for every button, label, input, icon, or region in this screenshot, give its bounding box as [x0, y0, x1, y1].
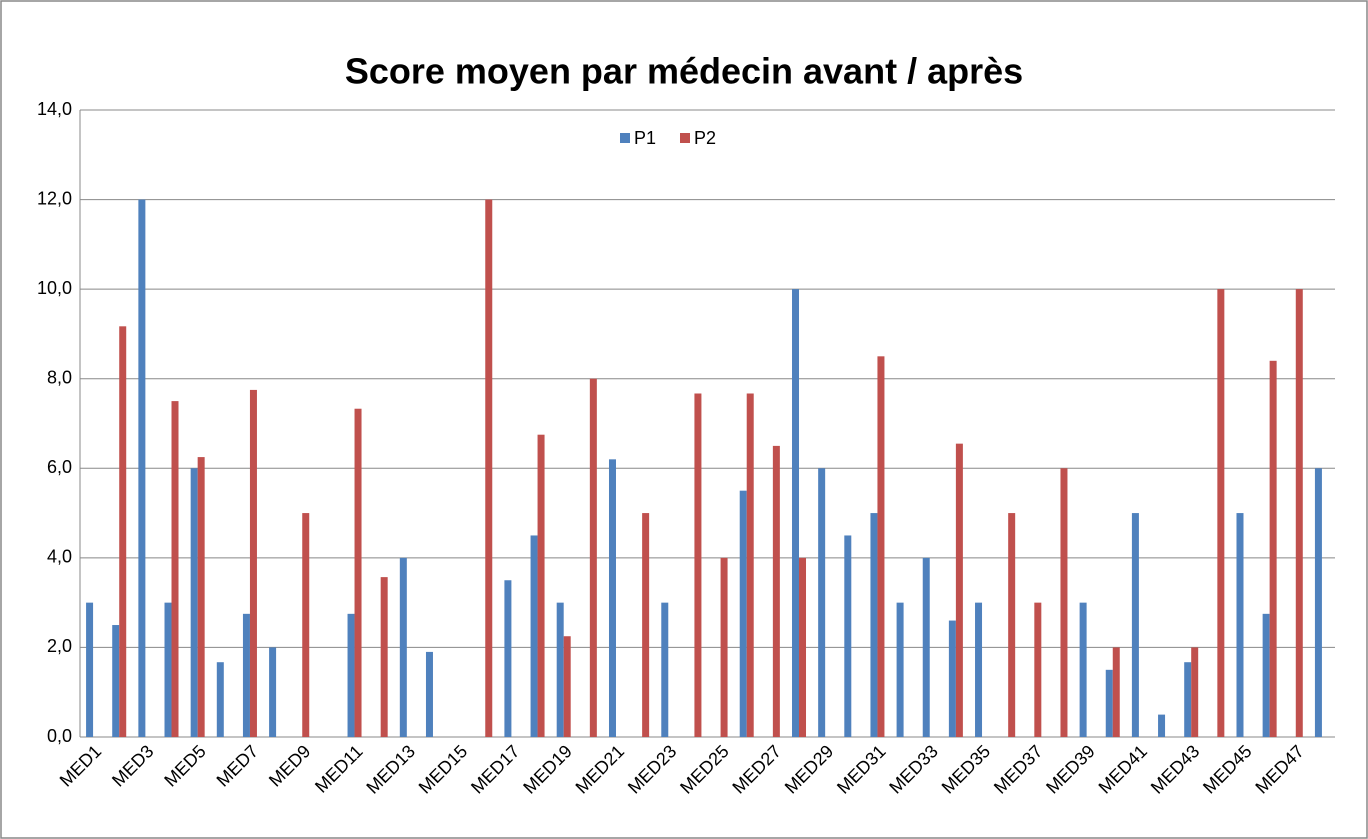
bar: [1191, 647, 1199, 737]
legend-label: P1: [634, 128, 656, 148]
y-tick-label: 12,0: [37, 188, 72, 208]
bar: [1079, 602, 1087, 737]
bar: [556, 602, 564, 737]
bar: [302, 513, 310, 737]
y-tick-label: 4,0: [47, 547, 72, 567]
bar: [112, 625, 120, 737]
bar: [530, 535, 538, 737]
bar: [504, 580, 512, 737]
bar: [1105, 669, 1113, 737]
bar: [608, 459, 616, 737]
bar: [1295, 289, 1303, 737]
bar: [1217, 289, 1225, 737]
bar: [877, 356, 885, 737]
y-tick-label: 0,0: [47, 726, 72, 746]
bar: [138, 199, 146, 738]
bar: [164, 602, 172, 737]
bar: [844, 535, 852, 737]
bar: [563, 636, 571, 737]
bar: [354, 408, 362, 737]
y-tick-label: 10,0: [37, 278, 72, 298]
bar: [380, 577, 388, 737]
legend-label: P2: [694, 128, 716, 148]
bar: [896, 602, 904, 737]
bar: [589, 378, 597, 737]
bar: [1008, 513, 1016, 737]
bar: [1262, 613, 1270, 737]
bar: [720, 557, 728, 737]
bar: [399, 557, 407, 737]
bar: [1112, 647, 1120, 737]
bar: [197, 457, 205, 737]
bar: [799, 557, 807, 737]
bar: [347, 613, 355, 737]
y-tick-label: 6,0: [47, 457, 72, 477]
bar: [642, 513, 650, 737]
bar: [1034, 602, 1042, 737]
bar: [171, 401, 179, 737]
bar: [86, 602, 94, 737]
bar: [870, 513, 878, 737]
bar: [1158, 714, 1166, 737]
legend-swatch: [680, 133, 690, 143]
y-tick-label: 8,0: [47, 367, 72, 387]
bar: [922, 557, 930, 737]
bar: [269, 647, 277, 737]
bar: [661, 602, 669, 737]
bar: [694, 393, 702, 737]
bar: [216, 662, 224, 737]
bar: [739, 490, 747, 737]
bar: [249, 389, 257, 737]
bar: [1060, 468, 1068, 737]
bar: [425, 651, 433, 737]
y-tick-label: 2,0: [47, 636, 72, 656]
bar: [1184, 662, 1192, 737]
chart-title: Score moyen par médecin avant / après: [345, 51, 1023, 92]
bar: [537, 434, 545, 737]
legend-swatch: [620, 133, 630, 143]
bar: [1269, 360, 1277, 737]
bar: [485, 199, 493, 738]
bar: [975, 602, 983, 737]
bar: [1131, 513, 1139, 737]
bar: [1314, 468, 1322, 737]
bar: [772, 445, 780, 737]
bar: [1236, 513, 1244, 737]
bar: [948, 620, 956, 737]
bar: [792, 289, 800, 737]
bar: [242, 613, 250, 737]
bar: [955, 443, 963, 737]
bar: [119, 326, 127, 737]
y-tick-label: 14,0: [37, 99, 72, 119]
bar: [746, 393, 754, 737]
bar: [190, 468, 198, 737]
bar: [818, 468, 826, 737]
